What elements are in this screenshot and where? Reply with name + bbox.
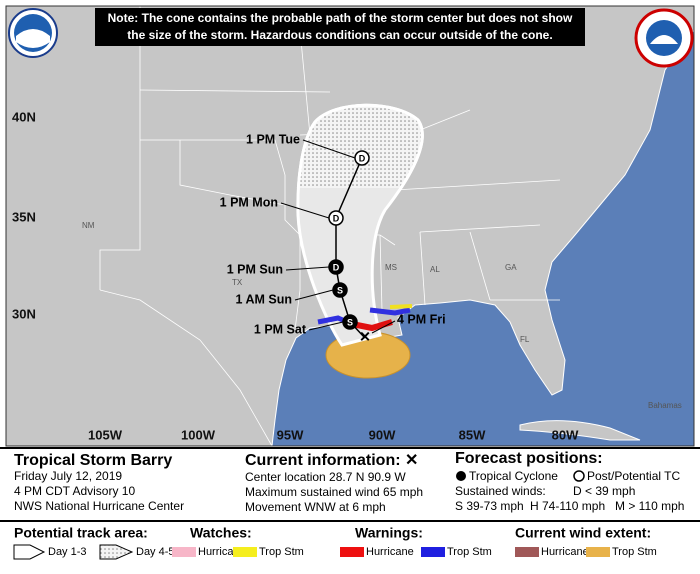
- forecast-time-label: 1 AM Sun: [236, 292, 292, 306]
- leader-line: [280, 202, 330, 219]
- legend-title: Current wind extent:: [515, 525, 651, 541]
- tropical-cyclone-icon: [456, 471, 466, 481]
- legend-label: Hurricane: [541, 546, 589, 558]
- latitude-label: 30N: [12, 306, 36, 321]
- hurricane-warning-swatch: [340, 547, 364, 557]
- region-label: FL: [520, 335, 530, 344]
- latitude-label: 40N: [12, 109, 36, 124]
- region-label: TX: [232, 278, 243, 287]
- longitude-label: 80W: [552, 427, 579, 442]
- longitude-label: 105W: [88, 427, 123, 442]
- nws-logo: [634, 8, 694, 68]
- forecast-symbol: D: [333, 262, 340, 272]
- forecast-cone-day45: [296, 103, 424, 188]
- tropical-storm-warning-swatch: [421, 547, 445, 557]
- map: NM TX MS AL GA FL Bahamas 40N 35N 30N 10…: [5, 5, 695, 447]
- legend-label: Sustained winds:: [455, 484, 546, 498]
- region-label: MS: [385, 263, 397, 272]
- leader-line: [285, 266, 330, 271]
- storm-name: Tropical Storm Barry: [14, 452, 172, 469]
- current-time-label: 4 PM Fri: [397, 312, 446, 326]
- forecast-time-label: 1 PM Sun: [227, 262, 283, 276]
- hurricane-watch-swatch: [172, 547, 196, 557]
- forecast-time-label: 1 PM Tue: [246, 132, 300, 146]
- forecast-time-label: 1 PM Mon: [220, 195, 278, 209]
- current-info-line: Maximum sustained wind 65 mph: [245, 485, 423, 499]
- current-info-title: Current information: ✕: [245, 452, 418, 469]
- forecast-symbol: S: [347, 317, 353, 327]
- forecast-marker: [342, 314, 358, 330]
- legend-title: Potential track area:: [14, 525, 148, 541]
- longitude-label: 85W: [459, 427, 486, 442]
- region-label: Bahamas: [648, 401, 682, 410]
- legend-title: Watches:: [190, 525, 252, 541]
- storm-agency: NWS National Hurricane Center: [14, 499, 184, 513]
- leader-line: [371, 320, 396, 334]
- legend-label: Post/Potential TC: [587, 469, 680, 483]
- info-panel: Tropical Storm Barry Friday July 12, 201…: [0, 447, 700, 560]
- legend-label: S 39-73 mph: [455, 499, 524, 513]
- state-borders: [99, 6, 561, 447]
- forecast-marker: [332, 282, 348, 298]
- forecast-symbol: D: [333, 213, 340, 223]
- legend-label: D < 39 mph: [573, 484, 635, 498]
- tropical-storm-wind-swatch: [586, 547, 610, 557]
- storm-date: Friday July 12, 2019: [14, 469, 122, 483]
- legend-label: M > 110 mph: [615, 499, 684, 513]
- legend-label: Tropical Cyclone: [469, 469, 558, 483]
- day45-icon: [99, 544, 134, 560]
- storm-advisory: 4 PM CDT Advisory 10: [14, 484, 135, 498]
- region-label: AL: [430, 265, 440, 274]
- forecast-points: 1 PM Tue D 1 PM Mon D 1 PM Sun D 1 AM Sun S 1 PM…: [220, 132, 370, 336]
- legend-label: Hurricane: [366, 546, 414, 558]
- legend-label: Trop Stm: [612, 546, 657, 558]
- forecast-time-label: 1 PM Sat: [254, 322, 307, 336]
- longitude-label: 100W: [181, 427, 216, 442]
- legend-label: Trop Stm: [447, 546, 492, 558]
- note-box: [95, 8, 585, 46]
- leader-line: [302, 139, 356, 159]
- region-label: GA: [505, 263, 517, 272]
- legend-label: Trop Stm: [259, 546, 304, 558]
- longitude-label: 90W: [369, 427, 396, 442]
- note-line: the size of the storm. Hazardous conditi…: [127, 28, 552, 42]
- map-frame: [5, 5, 695, 447]
- current-position-marker: ✕: [359, 329, 371, 345]
- tropical-storm-watch: [389, 304, 413, 309]
- forecast-symbol: D: [359, 153, 366, 163]
- day13-icon: [13, 544, 46, 560]
- current-info-line: Movement WNW at 6 mph: [245, 500, 386, 514]
- leader-line: [308, 321, 344, 331]
- region-label: NM: [82, 221, 95, 230]
- forecast-positions-title: Forecast positions:: [455, 450, 603, 467]
- post-potential-icon: [573, 470, 585, 482]
- tropical-storm-warning: [369, 307, 411, 316]
- legend-label: Day 1-3: [48, 546, 87, 558]
- note-line: Note: The cone contains the probable pat…: [108, 11, 573, 25]
- longitude-label: 95W: [277, 427, 304, 442]
- noaa-logo: [8, 8, 58, 58]
- forecast-symbol: S: [337, 285, 343, 295]
- hurricane-warning: [351, 319, 393, 332]
- current-info-line: Center location 28.7 N 90.9 W: [245, 470, 406, 484]
- forecast-marker: [328, 210, 344, 226]
- tropical-storm-watch-swatch: [233, 547, 257, 557]
- leader-line: [294, 289, 334, 301]
- forecast-marker: [354, 150, 370, 166]
- legend-label: H 74-110 mph: [530, 499, 605, 513]
- latitude-label: 35N: [12, 209, 36, 224]
- legend-title: Warnings:: [355, 525, 423, 541]
- hurricane-wind-swatch: [515, 547, 539, 557]
- cuba: [519, 420, 641, 441]
- legend-label: Day 4-5: [136, 546, 175, 558]
- forecast-marker: [328, 259, 344, 275]
